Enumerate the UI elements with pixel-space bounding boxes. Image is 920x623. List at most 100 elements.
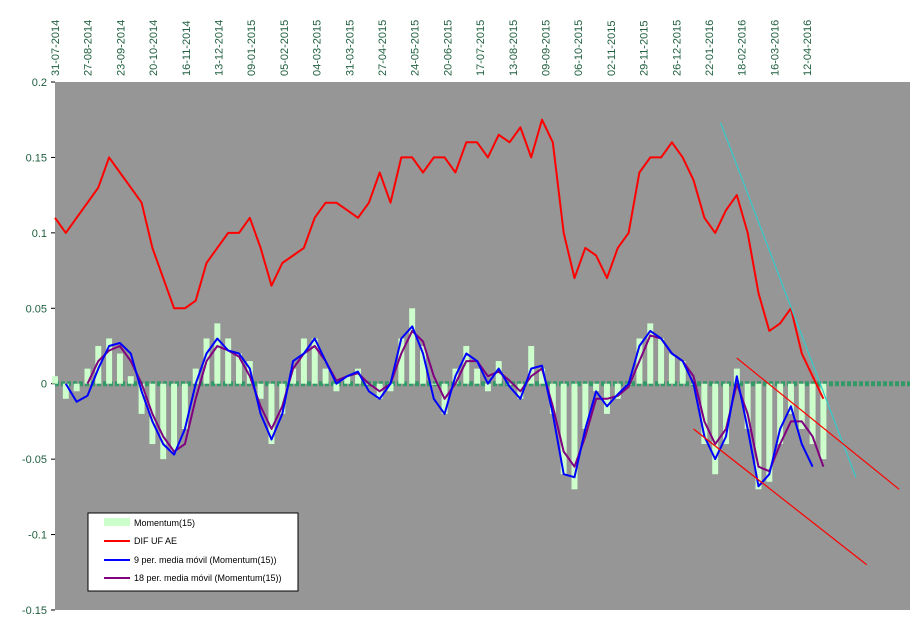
- momentum-bar: [701, 383, 708, 445]
- momentum-bar: [127, 376, 134, 384]
- momentum-bar: [84, 368, 91, 384]
- momentum-bar: [236, 353, 242, 384]
- momentum-bar: [528, 346, 535, 384]
- momentum-bar: [539, 368, 546, 384]
- trend-line-red-1: [736, 357, 900, 490]
- momentum-bar: [106, 338, 113, 384]
- momentum-bar: [430, 383, 437, 385]
- y-tick-label: -0.05: [22, 454, 47, 466]
- momentum-bar: [463, 346, 470, 384]
- x-tick-label: 04-03-2015: [312, 20, 324, 76]
- x-tick-label: 09-01-2015: [246, 20, 258, 76]
- trend-line-red-2: [693, 428, 868, 566]
- momentum-bar: [798, 383, 805, 429]
- momentum-bar: [582, 383, 589, 429]
- legend-label-momentum: Momentum(15): [134, 518, 195, 528]
- legend: Momentum(15) DIF UF AE 9 per. media móvi…: [87, 512, 299, 592]
- momentum-bar: [138, 383, 145, 414]
- momentum-bar: [333, 383, 340, 392]
- line-series: [54, 118, 825, 488]
- momentum-bar: [484, 383, 491, 392]
- momentum-bar: [506, 383, 513, 385]
- momentum-bar: [322, 368, 329, 384]
- momentum-bar: [593, 383, 600, 392]
- momentum-bar: [755, 383, 762, 490]
- momentum-bar: [214, 323, 221, 384]
- momentum-bar: [398, 338, 405, 384]
- momentum-bar: [419, 346, 426, 384]
- momentum-bar: [311, 338, 318, 384]
- momentum-bar: [474, 368, 481, 384]
- momentum-bar: [723, 383, 729, 445]
- momentum-bar: [744, 383, 751, 429]
- y-tick-label: -0.15: [22, 605, 47, 617]
- momentum-bar: [777, 383, 784, 445]
- momentum-bar: [787, 383, 794, 414]
- momentum-bar: [549, 383, 556, 414]
- y-tick-label: 0.05: [26, 303, 47, 315]
- momentum-bar: [560, 383, 567, 475]
- momentum-bar: [809, 383, 816, 445]
- momentum-bar: [279, 383, 286, 414]
- legend-swatch-momentum: [104, 518, 130, 526]
- momentum-bar: [73, 383, 80, 392]
- y-tick-label: 0.2: [32, 77, 47, 89]
- momentum-bar: [679, 361, 686, 384]
- x-tick-label: 05-02-2015: [279, 20, 291, 76]
- momentum-bar: [62, 383, 69, 399]
- x-tick-label: 06-10-2015: [573, 20, 585, 76]
- momentum-bar: [192, 368, 199, 384]
- trend-line-cyan-0: [720, 122, 857, 478]
- x-tick-label: 22-01-2016: [704, 20, 716, 76]
- momentum-bar: [571, 383, 578, 490]
- y-tick-label: -0.1: [28, 530, 47, 542]
- momentum-bar: [160, 383, 167, 460]
- momentum-bar: [290, 368, 297, 384]
- momentum-bar: [647, 323, 654, 384]
- momentum-bar: [268, 383, 275, 445]
- momentum-bar: [712, 383, 719, 475]
- x-tick-label: 26-12-2015: [671, 20, 683, 76]
- x-tick-label: 16-11-2014: [181, 21, 193, 76]
- legend-label-dif: DIF UF AE: [134, 536, 177, 546]
- x-tick-label: 27-08-2014: [83, 20, 95, 76]
- momentum-bar: [668, 353, 675, 384]
- x-tick-label: 02-11-2015: [606, 21, 618, 76]
- x-tick-label: 20-10-2014: [148, 20, 160, 76]
- momentum-bar: [52, 376, 58, 384]
- momentum-bar: [225, 338, 232, 384]
- x-tick-label: 09-09-2015: [541, 20, 553, 76]
- momentum-bar: [344, 376, 351, 384]
- x-tick-label: 27-04-2015: [377, 20, 389, 76]
- x-tick-label: 20-06-2015: [442, 20, 454, 76]
- trend-lines: [693, 122, 900, 566]
- x-tick-label: 31-07-2014: [50, 20, 62, 76]
- x-axis: 31-07-2014 27-08-2014 23-09-2014 20-10-2014…: [50, 20, 814, 76]
- momentum-bar: [766, 383, 773, 482]
- x-tick-label: 12-04-2016: [802, 20, 814, 76]
- legend-label-ma9: 9 per. media móvil (Momentum(15)): [134, 555, 277, 565]
- x-tick-label: 29-11-2015: [639, 21, 651, 76]
- ma18-line: [86, 329, 825, 473]
- momentum-bar: [658, 338, 665, 384]
- y-axis: 0.2 0.15 0.1 0.05 0 -0.05 -0.1 -0.15: [22, 77, 55, 617]
- momentum-bar: [614, 383, 621, 399]
- x-tick-label: 24-05-2015: [410, 20, 422, 76]
- y-tick-label: 0.15: [26, 152, 47, 164]
- momentum-bar: [820, 383, 827, 460]
- momentum-bar: [300, 338, 307, 384]
- momentum-bar: [181, 383, 188, 429]
- momentum-bar: [171, 383, 178, 452]
- legend-label-ma18: 18 per. media móvil (Momentum(15)): [134, 573, 282, 583]
- ma9-line: [64, 325, 814, 488]
- momentum-bar: [95, 346, 102, 384]
- y-tick-label: 0: [41, 379, 47, 391]
- x-tick-label: 13-12-2014: [214, 20, 226, 76]
- x-tick-label: 13-08-2015: [508, 20, 520, 76]
- momentum-bar: [257, 383, 264, 399]
- x-tick-label: 17-07-2015: [475, 20, 487, 76]
- x-tick-label: 31-03-2015: [344, 20, 356, 76]
- y-tick-label: 0.1: [32, 228, 47, 240]
- momentum-bar: [409, 308, 416, 384]
